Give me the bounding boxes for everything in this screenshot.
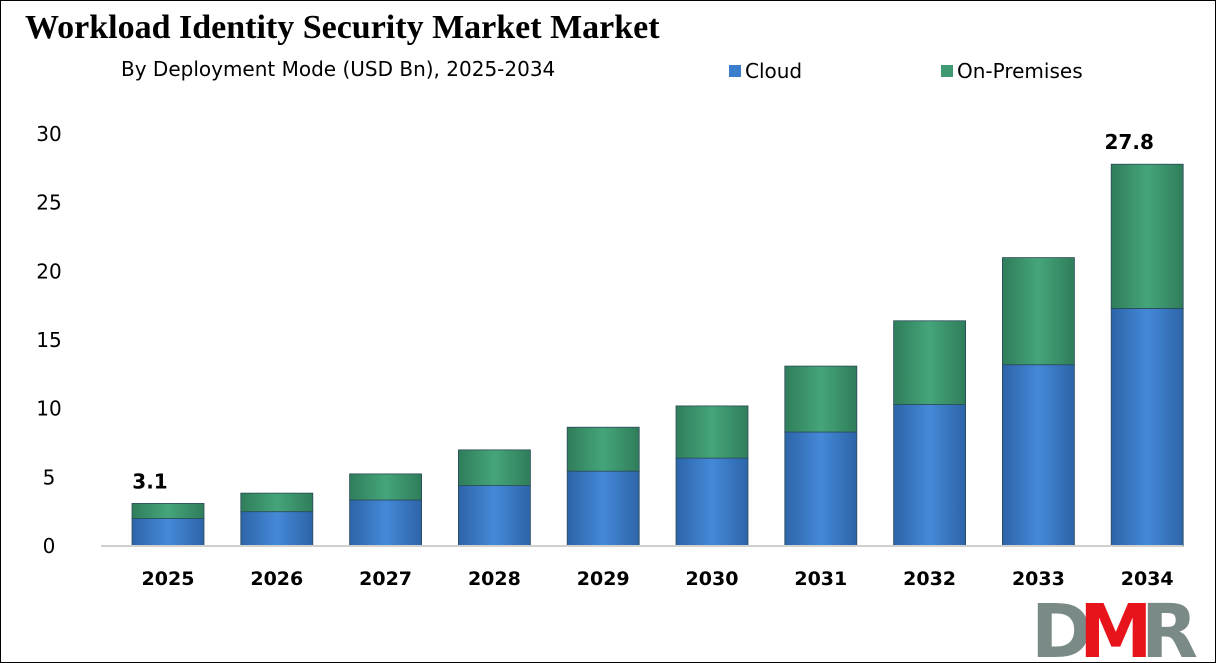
- svg-text:M: M: [1079, 589, 1153, 662]
- svg-text:D: D: [1031, 589, 1092, 662]
- bar-on-premises-2034: [1110, 163, 1184, 309]
- bar-on-premises-2031: [784, 365, 858, 433]
- x-tick-label: 2028: [468, 568, 521, 590]
- x-tick-label: 2025: [142, 568, 195, 590]
- svg-text:R: R: [1141, 589, 1198, 662]
- bar-on-premises-2030: [675, 405, 749, 459]
- x-tick-label: 2032: [903, 568, 956, 590]
- x-tick-label: 2030: [686, 568, 739, 590]
- data-label-2025: 3.1: [132, 469, 167, 493]
- bar-on-premises-2033: [1002, 257, 1075, 366]
- bar-on-premises-2029: [566, 426, 640, 472]
- bar-on-premises-2032: [893, 320, 966, 405]
- x-tick-label: 2033: [1012, 568, 1065, 590]
- dmr-logo: D M R: [1031, 589, 1198, 662]
- bar-cloud-2032: [893, 404, 966, 547]
- legend-swatch-on-premises: [941, 65, 953, 77]
- x-tick-label: 2026: [250, 568, 303, 590]
- legend-label-cloud: Cloud: [745, 59, 803, 83]
- y-tick-label: 25: [36, 191, 61, 215]
- y-tick-label: 5: [43, 465, 56, 489]
- y-tick-label: 20: [36, 259, 61, 283]
- bar-cloud-2033: [1002, 364, 1075, 547]
- x-tick-label: 2031: [794, 568, 847, 590]
- legend-item-cloud: Cloud: [729, 59, 802, 83]
- data-label-2034: 27.8: [1105, 130, 1154, 154]
- y-tick-label: 15: [36, 328, 61, 352]
- bar-on-premises-2027: [349, 473, 423, 501]
- bar-on-premises-2025: [131, 503, 205, 519]
- bar-cloud-2025: [131, 518, 205, 547]
- x-tick-label: 2029: [577, 568, 630, 590]
- bar-cloud-2028: [457, 485, 531, 547]
- bar-cloud-2030: [675, 457, 749, 547]
- legend-item-on-premises: On-Premises: [941, 59, 1083, 83]
- bar-cloud-2029: [566, 470, 640, 547]
- x-tick-label: 2027: [359, 568, 412, 590]
- x-tick-label: 2034: [1121, 568, 1174, 590]
- bar-on-premises-2026: [240, 492, 314, 513]
- legend-label-on-premises: On-Premises: [957, 59, 1083, 83]
- legend-swatch-cloud: [729, 65, 741, 77]
- y-tick-label: 30: [36, 122, 61, 146]
- y-tick-label: 0: [43, 534, 56, 558]
- bar-cloud-2034: [1110, 308, 1184, 547]
- bar-cloud-2027: [349, 499, 423, 547]
- y-tick-label: 10: [36, 397, 61, 421]
- chart-title: Workload Identity Security Market Market: [25, 9, 660, 46]
- bar-cloud-2026: [240, 511, 314, 547]
- chart-subtitle: By Deployment Mode (USD Bn), 2025-2034: [121, 57, 556, 81]
- bar-cloud-2031: [784, 431, 858, 547]
- bar-on-premises-2028: [457, 449, 531, 486]
